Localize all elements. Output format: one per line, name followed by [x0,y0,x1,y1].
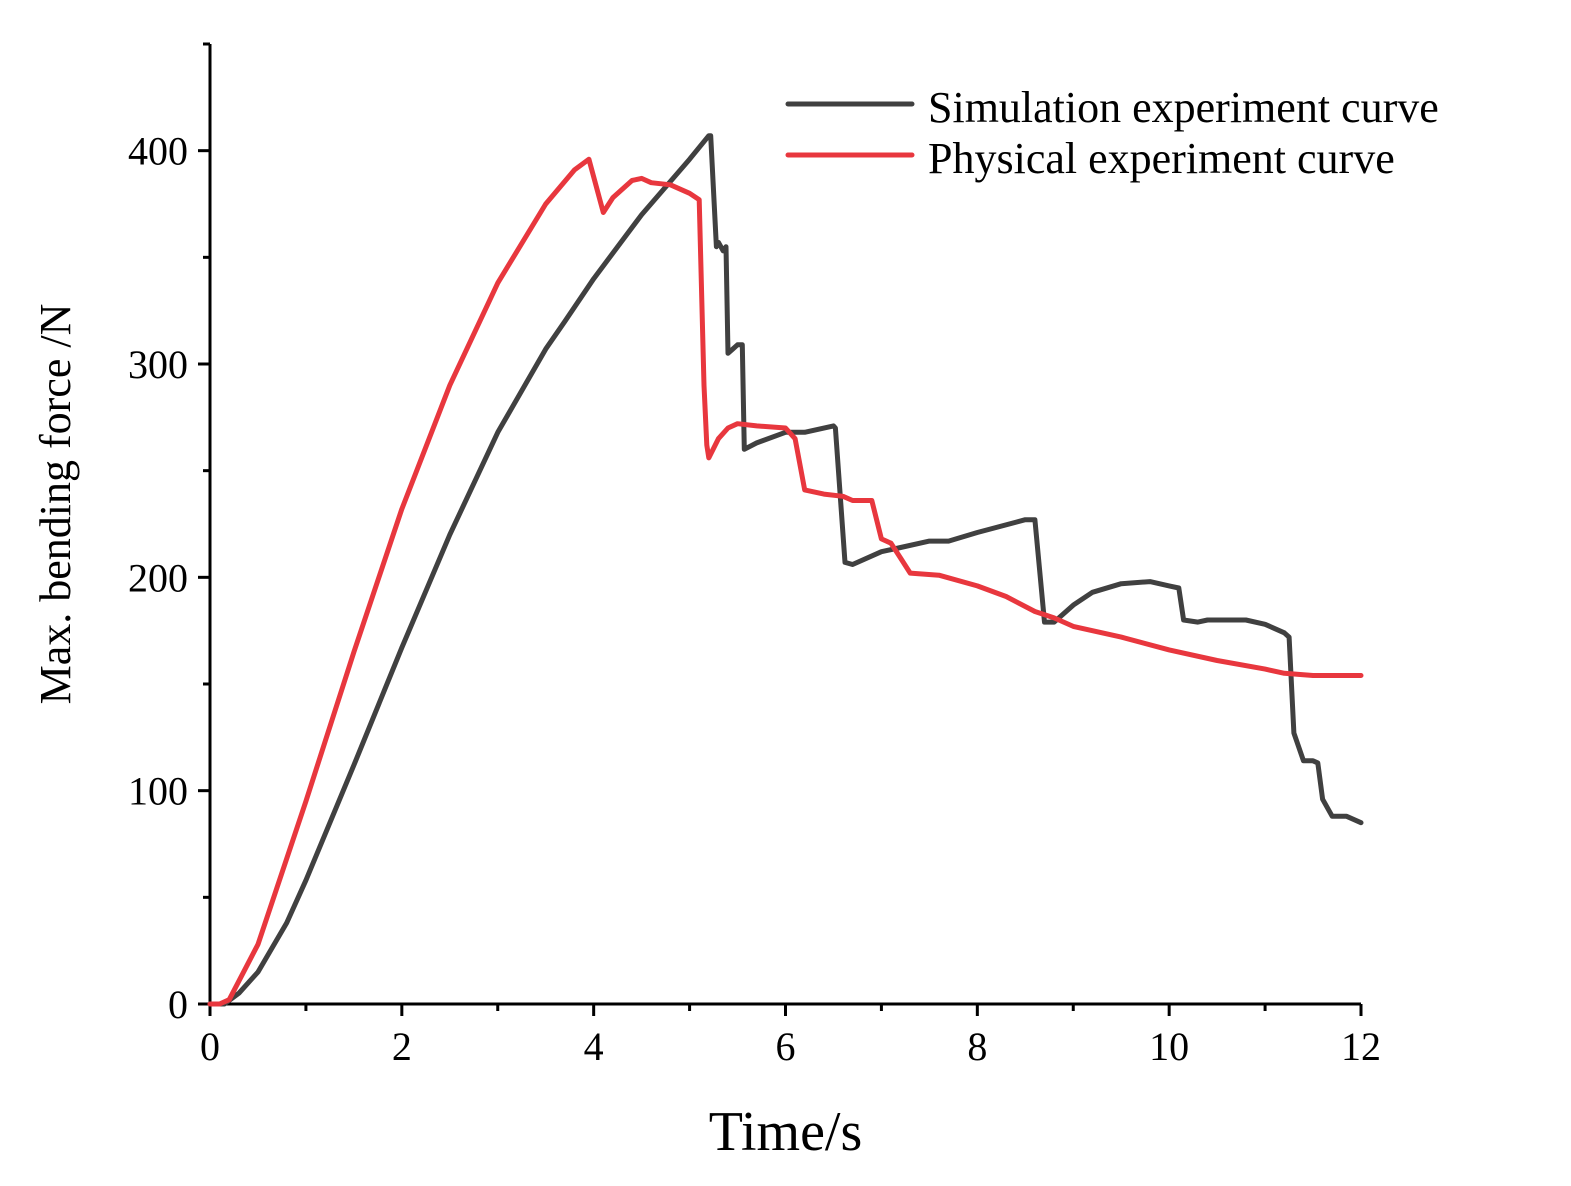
legend: Simulation experiment curve Physical exp… [785,83,1439,183]
axes [208,44,1361,1006]
legend-label-simulation: Simulation experiment curve [928,83,1439,132]
x-tick-label: 6 [776,1024,796,1069]
x-axis-title: Time/s [709,1101,863,1163]
y-tick-label: 200 [128,555,188,600]
x-tick-label: 12 [1341,1024,1381,1069]
y-tick-label: 400 [128,129,188,174]
x-tick-label: 8 [967,1024,987,1069]
y-tick-label: 300 [128,342,188,387]
series-line-simulation [207,133,1364,1007]
x-tick-label: 4 [584,1024,604,1069]
y-tick-label: 0 [168,982,188,1027]
legend-label-physical: Physical experiment curve [928,134,1395,183]
ticks: 0 2 4 6 8 10 12 0 100 200 300 400 [128,42,1381,1069]
series-group [207,133,1364,1007]
y-axis-title: Max. bending force /N [31,304,80,705]
y-tick-label: 100 [128,769,188,814]
series-line-physical [207,156,1364,1007]
x-tick-label: 0 [200,1024,220,1069]
x-tick-label: 10 [1149,1024,1189,1069]
x-tick-label: 2 [392,1024,412,1069]
